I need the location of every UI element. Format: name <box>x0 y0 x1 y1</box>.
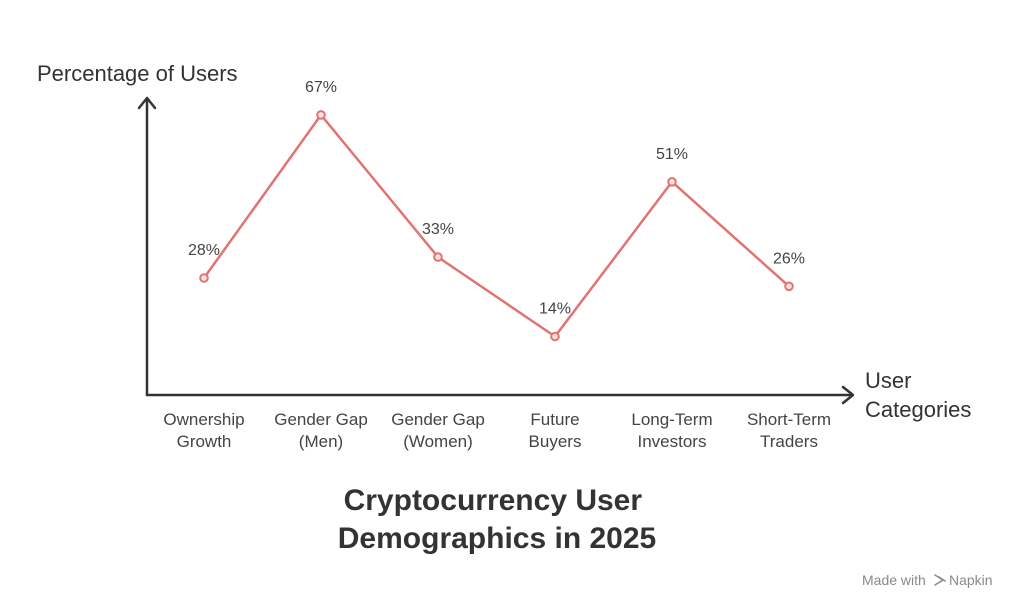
x-tick-label: Gender Gap (Men) <box>274 410 368 451</box>
x-axis-title-line-1: User <box>865 368 911 393</box>
chart-title: Cryptocurrency User Demographics in 2025 <box>338 484 656 555</box>
chart-title-line-1: Cryptocurrency User <box>344 484 643 517</box>
x-tick-label-line: Gender Gap <box>274 410 368 429</box>
x-axis-title-line-2: Categories <box>865 397 971 422</box>
credit-prefix: Made with <box>862 572 926 588</box>
x-tick-label-line: Investors <box>638 432 707 451</box>
x-tick-label: Future Buyers <box>529 410 582 451</box>
x-tick-label-line: (Men) <box>299 432 343 451</box>
x-tick-label-line: Buyers <box>529 432 582 451</box>
axes <box>137 96 855 405</box>
data-label: 28% <box>188 242 220 259</box>
data-label: 67% <box>305 79 337 96</box>
data-point <box>433 252 443 262</box>
data-label: 51% <box>656 146 688 163</box>
credit: Made with Napkin <box>862 572 993 588</box>
data-point <box>199 273 209 283</box>
x-axis-arrow <box>841 385 855 405</box>
x-tick-label: Short-Term Traders <box>747 410 831 451</box>
x-tick-label: Ownership Growth <box>163 410 244 451</box>
x-tick-label-line: Traders <box>760 432 818 451</box>
x-tick-label-line: Ownership <box>163 410 244 429</box>
data-points <box>199 110 794 342</box>
x-tick-label-line: Future <box>530 410 579 429</box>
series-line <box>202 113 791 338</box>
x-tick-label-line: Growth <box>177 432 232 451</box>
y-axis-title: Percentage of Users <box>37 61 238 86</box>
x-tick-label: Gender Gap (Women) <box>391 410 485 451</box>
data-point <box>316 110 326 120</box>
x-tick-label-line: Gender Gap <box>391 410 485 429</box>
y-axis-arrow <box>137 96 157 110</box>
x-tick-label-line: (Women) <box>403 432 473 451</box>
data-point <box>667 177 677 187</box>
chart-title-line-2: Demographics in 2025 <box>338 522 656 555</box>
napkin-logo-icon <box>934 574 946 586</box>
data-point <box>550 331 560 342</box>
data-label: 33% <box>422 221 454 238</box>
credit-brand: Napkin <box>949 572 993 588</box>
x-axis-title: User Categories <box>865 368 971 422</box>
data-label: 26% <box>773 250 805 267</box>
data-labels: 28% 67% 33% 14% 51% 26% <box>188 79 805 318</box>
data-label: 14% <box>539 301 571 318</box>
x-tick-label-line: Long-Term <box>631 410 712 429</box>
data-point <box>784 281 794 292</box>
x-tick-label-line: Short-Term <box>747 410 831 429</box>
x-tick-label: Long-Term Investors <box>631 410 712 451</box>
